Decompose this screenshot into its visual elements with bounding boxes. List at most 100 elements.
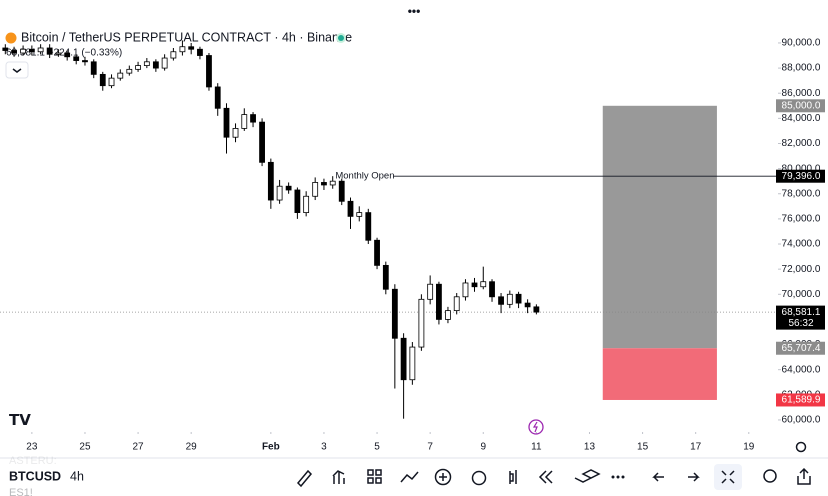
chart-type[interactable] xyxy=(509,470,517,484)
candle-body xyxy=(445,310,451,320)
candle-body xyxy=(82,60,88,63)
candle-body xyxy=(382,264,389,290)
x-tick-label: 11 xyxy=(531,442,542,453)
interval[interactable]: 4h xyxy=(70,469,84,483)
price-label-bg xyxy=(776,393,825,407)
watch-item[interactable]: ASTERU: xyxy=(9,455,57,467)
alert[interactable] xyxy=(471,470,487,486)
more-dot xyxy=(621,475,625,479)
candle-body xyxy=(46,47,53,55)
candle-body xyxy=(365,212,372,241)
candle-body xyxy=(498,296,504,305)
draw-tool[interactable] xyxy=(296,469,313,488)
undo[interactable] xyxy=(652,472,664,482)
y-tick-label: 72,000.0 xyxy=(782,264,821,275)
symbol[interactable]: BTCUSD xyxy=(9,469,61,483)
candle-body xyxy=(241,114,248,129)
more-dot[interactable] xyxy=(611,475,615,479)
templates[interactable] xyxy=(367,469,382,484)
lightning-icon[interactable] xyxy=(528,419,544,435)
x-tick-label: 17 xyxy=(690,442,702,453)
price-label-bg xyxy=(776,341,825,355)
watch-item[interactable]: ES1! xyxy=(9,487,33,496)
candle-body xyxy=(206,55,212,88)
candle-body xyxy=(135,65,141,70)
x-tick-label: 23 xyxy=(26,442,38,453)
candle-body xyxy=(223,107,230,138)
replay[interactable] xyxy=(538,470,553,484)
price-label-bg xyxy=(776,305,825,330)
redo[interactable] xyxy=(688,472,700,482)
candle-body xyxy=(214,86,221,109)
chevron xyxy=(12,68,22,73)
add-plus xyxy=(439,473,447,481)
x-tick-label: 9 xyxy=(480,442,486,453)
settings-icon[interactable] xyxy=(795,441,807,453)
candle-body xyxy=(55,52,62,55)
x-tick-label: 19 xyxy=(743,442,755,453)
x-tick-label: 15 xyxy=(637,442,649,453)
candle-body xyxy=(356,212,363,217)
candle-body xyxy=(170,51,177,59)
monthly-open-label: Monthly Open xyxy=(335,171,394,182)
candle-body xyxy=(338,180,345,202)
price-label: 65,707.4 xyxy=(782,343,821,354)
candle-body xyxy=(303,195,310,214)
candle-body xyxy=(161,57,168,69)
x-tick-label: 7 xyxy=(427,442,433,453)
candle-body xyxy=(73,56,80,61)
y-tick-label: 90,000.0 xyxy=(782,38,821,49)
candle-body xyxy=(90,61,97,75)
y-tick-label: 64,000.0 xyxy=(782,364,821,375)
candle-body xyxy=(259,121,265,163)
candle-body xyxy=(64,52,71,58)
loss-zone xyxy=(602,348,717,400)
candle-body xyxy=(267,161,274,201)
candle-body xyxy=(276,185,283,201)
y-tick-label: 88,000.0 xyxy=(782,63,821,74)
toolbar-icons xyxy=(296,464,811,490)
y-tick-label: 78,000.0 xyxy=(782,188,821,199)
compare[interactable] xyxy=(400,471,419,483)
candle-body xyxy=(347,200,354,217)
menu[interactable]: ••• xyxy=(408,4,421,18)
candle-body xyxy=(506,293,513,305)
candle-body xyxy=(400,337,407,381)
candle-body xyxy=(37,47,44,53)
candle-body xyxy=(126,68,133,74)
indicators[interactable] xyxy=(332,470,345,484)
countdown: 56:32 xyxy=(788,318,813,329)
candle-body xyxy=(418,298,425,348)
candle-body xyxy=(453,296,460,312)
quote: 68,581.1 −224.1 (−0.33%) xyxy=(6,48,122,59)
x-tick-label: 27 xyxy=(133,442,145,453)
fullscreen[interactable] xyxy=(721,470,735,484)
candle-body xyxy=(250,114,256,123)
candle-body xyxy=(391,288,398,339)
x-tick-label: 25 xyxy=(79,442,91,453)
candle-body xyxy=(99,73,106,87)
layers[interactable] xyxy=(574,469,601,483)
collapse-button[interactable] xyxy=(5,61,29,79)
plus-account[interactable] xyxy=(763,469,777,483)
y-tick-label: 74,000.0 xyxy=(782,239,821,250)
y-tick-label: 84,000.0 xyxy=(782,113,821,124)
x-tick-label: 5 xyxy=(374,442,380,453)
x-tick-label: Feb xyxy=(262,442,280,453)
candle-body xyxy=(285,185,292,191)
candle-body xyxy=(471,282,478,288)
price-label-bg xyxy=(776,99,825,113)
btc-icon xyxy=(5,32,17,44)
add[interactable] xyxy=(434,468,452,486)
candle-body xyxy=(28,48,35,53)
chart-title: Bitcoin / TetherUS PERPETUAL CONTRACT · … xyxy=(21,30,352,44)
y-tick-label: 80,000.0 xyxy=(782,163,821,174)
y-tick-label: 60,000.0 xyxy=(782,415,821,426)
x-tick-label: 29 xyxy=(186,442,198,453)
price-label: 79,396.0 xyxy=(782,171,821,182)
candle-body xyxy=(188,46,195,50)
share[interactable] xyxy=(797,467,811,485)
candle-body xyxy=(11,50,17,54)
candle-body xyxy=(197,48,203,56)
